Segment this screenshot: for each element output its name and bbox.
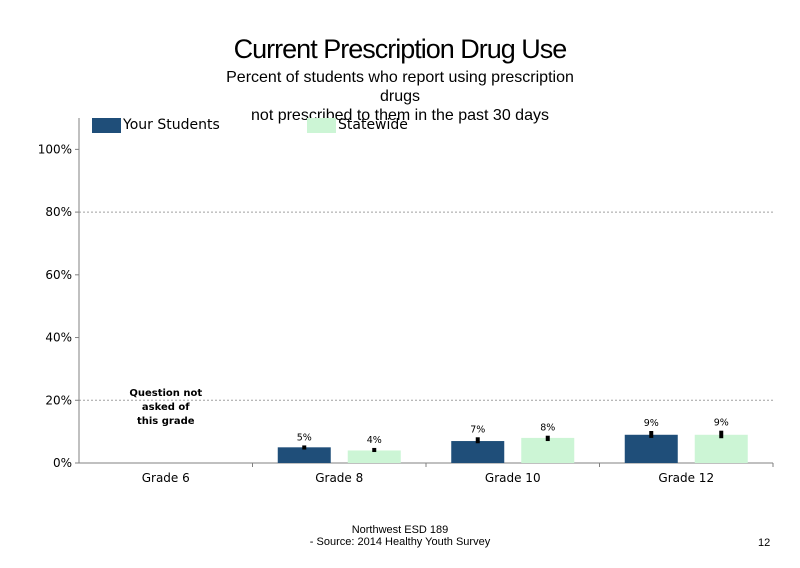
y-tick-label: 100%: [38, 142, 72, 156]
x-tick-label: Grade 8: [315, 471, 363, 485]
page-number: 12: [758, 537, 771, 549]
legend-label-statewide: Statewide: [338, 117, 408, 133]
x-tick-label: Grade 10: [485, 471, 541, 485]
annotation-line: Question not: [129, 388, 202, 399]
data-label: 8%: [540, 423, 555, 434]
bar-your-students: [277, 447, 331, 463]
bar-statewide: [694, 434, 748, 463]
footer-line-1: Northwest ESD 189: [351, 524, 449, 536]
data-label: 4%: [367, 435, 382, 446]
footer-line-2: - Source: 2014 Healthy Youth Survey: [309, 536, 491, 548]
bar-statewide: [521, 437, 575, 463]
legend-swatch-your-students: [92, 117, 121, 133]
footer-source: Northwest ESD 189 - Source: 2014 Healthy…: [250, 524, 550, 548]
x-tick-label: Grade 12: [658, 471, 714, 485]
chart-subtitle: Percent of students who report using pre…: [190, 68, 610, 125]
y-tick-label: 80%: [45, 205, 72, 219]
legend-item-your-students: Your Students: [92, 117, 220, 133]
y-tick-label: 0%: [53, 456, 72, 470]
bar-your-students: [451, 441, 505, 463]
error-bar: [649, 431, 654, 438]
chart-title: Current Prescription Drug Use: [233, 34, 568, 64]
bar-statewide: [347, 450, 401, 463]
x-tick-label: Grade 6: [142, 471, 190, 485]
subtitle-line-2: drugs: [379, 88, 421, 105]
data-label: 9%: [644, 418, 659, 429]
legend-swatch-statewide: [307, 117, 336, 133]
legend-label-your-students: Your Students: [123, 117, 220, 133]
annotation-line: asked of: [142, 402, 190, 413]
y-tick-label: 60%: [45, 268, 72, 282]
bar-your-students: [624, 434, 678, 463]
error-bar: [545, 435, 550, 442]
error-bar: [475, 437, 480, 444]
data-label: 9%: [714, 418, 729, 429]
error-bar: [719, 430, 724, 439]
error-bar: [372, 447, 377, 453]
legend-item-statewide: Statewide: [307, 117, 408, 133]
y-tick-label: 40%: [45, 331, 72, 345]
data-label: 7%: [470, 424, 485, 435]
data-label: 5%: [297, 432, 312, 443]
subtitle-line-1: Percent of students who report using pre…: [226, 69, 574, 86]
error-bar: [302, 445, 307, 450]
y-tick-label: 20%: [45, 393, 72, 407]
annotation-line: this grade: [137, 416, 195, 427]
